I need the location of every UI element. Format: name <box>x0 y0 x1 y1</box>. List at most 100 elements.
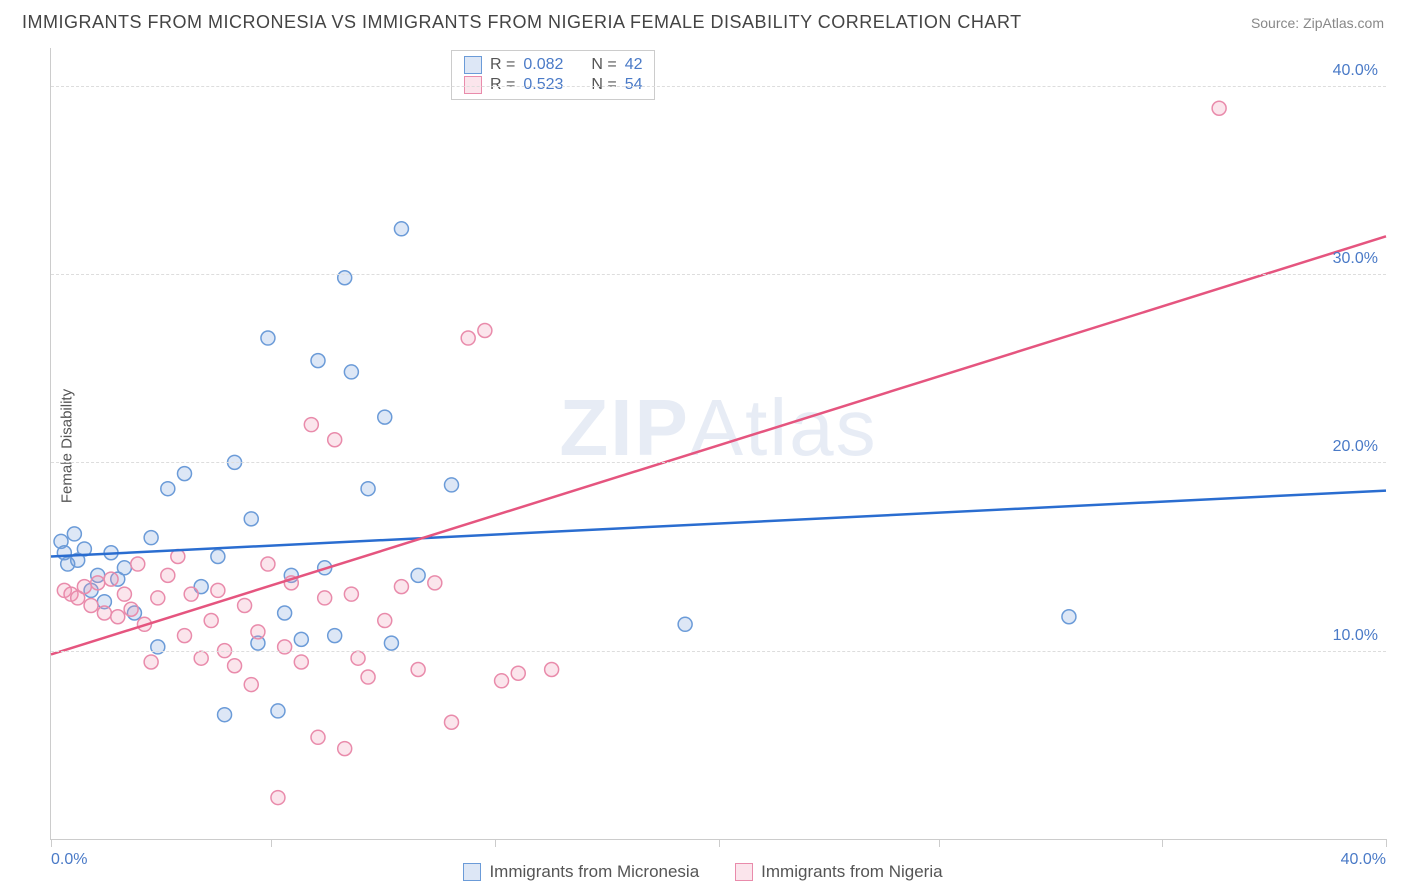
data-point <box>461 331 475 345</box>
data-point <box>545 663 559 677</box>
data-point <box>97 606 111 620</box>
data-point <box>328 629 342 643</box>
grid-line <box>51 274 1386 275</box>
data-point <box>124 602 138 616</box>
data-point <box>211 550 225 564</box>
data-point <box>228 659 242 673</box>
regression-line <box>51 236 1386 654</box>
data-point <box>194 651 208 665</box>
chart-title: IMMIGRANTS FROM MICRONESIA VS IMMIGRANTS… <box>22 12 1022 33</box>
legend-swatch-nigeria <box>735 863 753 881</box>
y-tick-label: 10.0% <box>1333 627 1378 645</box>
data-point <box>495 674 509 688</box>
x-tick <box>51 839 52 847</box>
data-point <box>378 410 392 424</box>
data-point <box>261 557 275 571</box>
data-point <box>261 331 275 345</box>
legend-swatch-micronesia <box>463 863 481 881</box>
data-point <box>271 791 285 805</box>
data-point <box>304 418 318 432</box>
data-point <box>161 482 175 496</box>
data-point <box>178 467 192 481</box>
x-tick <box>1386 839 1387 847</box>
grid-line <box>51 86 1386 87</box>
data-point <box>184 587 198 601</box>
data-point <box>161 568 175 582</box>
data-point <box>394 222 408 236</box>
data-point <box>344 587 358 601</box>
data-point <box>428 576 442 590</box>
x-tick <box>939 839 940 847</box>
legend-swatch-series-1 <box>464 56 482 74</box>
y-tick-label: 40.0% <box>1333 62 1378 80</box>
data-point <box>1062 610 1076 624</box>
data-point <box>511 666 525 680</box>
y-tick-label: 30.0% <box>1333 250 1378 268</box>
data-point <box>328 433 342 447</box>
data-point <box>361 670 375 684</box>
data-point <box>384 636 398 650</box>
x-tick <box>271 839 272 847</box>
data-point <box>144 655 158 669</box>
data-point <box>318 591 332 605</box>
grid-line <box>51 651 1386 652</box>
data-point <box>117 561 131 575</box>
r-value-series-1: 0.082 <box>523 56 573 74</box>
data-point <box>445 478 459 492</box>
data-point <box>311 730 325 744</box>
data-point <box>411 568 425 582</box>
data-point <box>311 354 325 368</box>
data-point <box>294 632 308 646</box>
data-point <box>117 587 131 601</box>
grid-line <box>51 462 1386 463</box>
data-point <box>445 715 459 729</box>
data-point <box>84 598 98 612</box>
data-point <box>338 742 352 756</box>
data-point <box>351 651 365 665</box>
data-point <box>361 482 375 496</box>
r-label: R = <box>490 56 515 74</box>
n-label: N = <box>591 56 616 74</box>
data-point <box>151 591 165 605</box>
x-tick <box>719 839 720 847</box>
data-point <box>478 324 492 338</box>
legend-label-nigeria: Immigrants from Nigeria <box>761 862 942 882</box>
data-point <box>151 640 165 654</box>
source-attribution: Source: ZipAtlas.com <box>1251 15 1384 31</box>
data-point <box>278 640 292 654</box>
data-point <box>104 572 118 586</box>
data-point <box>238 598 252 612</box>
data-point <box>338 271 352 285</box>
data-point <box>67 527 81 541</box>
data-point <box>394 580 408 594</box>
data-point <box>244 512 258 526</box>
data-point <box>1212 101 1226 115</box>
chart-plot-area: ZIPAtlas R = 0.082 N = 42 R = 0.523 N = … <box>50 48 1386 840</box>
data-point <box>271 704 285 718</box>
data-point <box>244 678 258 692</box>
data-point <box>411 663 425 677</box>
y-tick-label: 20.0% <box>1333 438 1378 456</box>
data-point <box>378 614 392 628</box>
legend-label-micronesia: Immigrants from Micronesia <box>489 862 699 882</box>
bottom-legend: Immigrants from Micronesia Immigrants fr… <box>0 862 1406 882</box>
data-point <box>178 629 192 643</box>
data-point <box>294 655 308 669</box>
data-point <box>211 583 225 597</box>
data-point <box>77 580 91 594</box>
x-tick <box>1162 839 1163 847</box>
data-point <box>251 625 265 639</box>
data-point <box>218 708 232 722</box>
data-point <box>131 557 145 571</box>
n-value-series-1: 42 <box>625 56 643 74</box>
data-point <box>111 610 125 624</box>
data-point <box>678 617 692 631</box>
data-point <box>344 365 358 379</box>
x-tick <box>495 839 496 847</box>
data-point <box>278 606 292 620</box>
data-point <box>144 531 158 545</box>
stats-legend: R = 0.082 N = 42 R = 0.523 N = 54 <box>451 50 655 100</box>
data-point <box>204 614 218 628</box>
scatter-svg <box>51 48 1386 839</box>
data-point <box>91 576 105 590</box>
